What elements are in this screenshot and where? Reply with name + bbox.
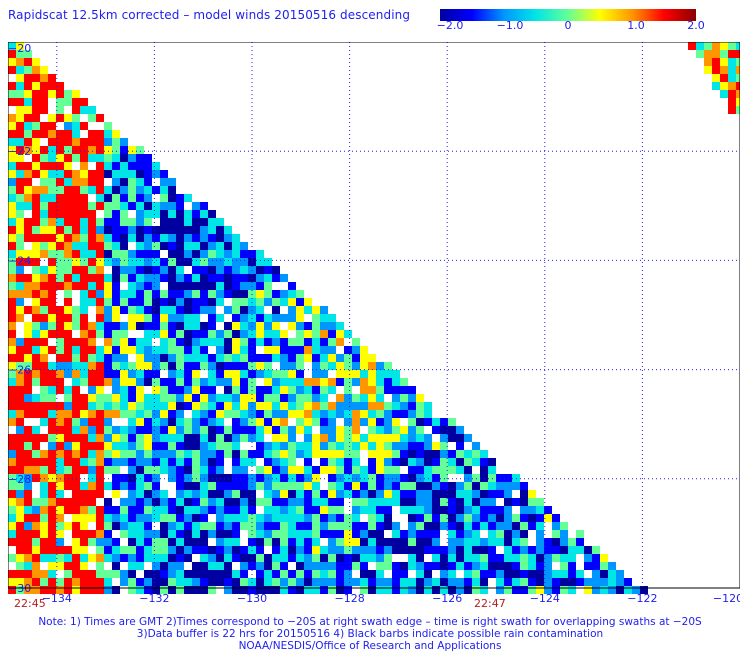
axis-labels: −134 −132 −130 −128 −126 −124 −122 −120 −20 −22 −2…: [8, 42, 740, 602]
lon-tick-label: −134: [42, 592, 72, 602]
wind-difference-cells: [8, 42, 740, 594]
note-line-3: NOAA/NESDIS/Office of Research and Appli…: [238, 640, 502, 652]
lat-tick-label: −26: [8, 364, 31, 377]
lon-tick-label: −124: [530, 592, 560, 602]
colorbar-label: 0: [564, 19, 572, 32]
graticule: [8, 42, 740, 588]
wind-map: −134 −132 −130 −128 −126 −124 −122 −120 −20 −22 −2…: [8, 42, 740, 602]
map-title: Rapidscat 12.5km corrected – model winds…: [8, 8, 411, 22]
lat-tick-label: −20: [8, 42, 31, 55]
colorbar-label: 1.0: [627, 19, 645, 32]
colorbar-gradient: [440, 9, 696, 21]
lon-tick-label: −130: [237, 592, 267, 602]
lon-tick-label: −122: [627, 592, 657, 602]
colorbar-label: −2.0: [436, 19, 464, 32]
note-line-2: 3)Data buffer is 22 hrs for 20150516 4) …: [136, 628, 604, 640]
lat-tick-label: −28: [8, 473, 31, 486]
lon-tick-label: −132: [139, 592, 169, 602]
lon-tick-label: −120: [713, 592, 740, 602]
lat-tick-label: −22: [8, 145, 31, 158]
map-frame: [8, 42, 740, 589]
note-line-1: Note: 1) Times are GMT 2)Times correspon…: [38, 616, 702, 628]
lon-tick-label: −126: [432, 592, 462, 602]
time-label-middle: 22:47: [474, 597, 506, 610]
colorbar-label: 2.0: [687, 19, 705, 32]
colorbar-label: −1.0: [496, 19, 524, 32]
time-label-left: 22:45: [14, 597, 46, 610]
lat-tick-label: −24: [8, 254, 31, 267]
lon-tick-label: −128: [334, 592, 364, 602]
